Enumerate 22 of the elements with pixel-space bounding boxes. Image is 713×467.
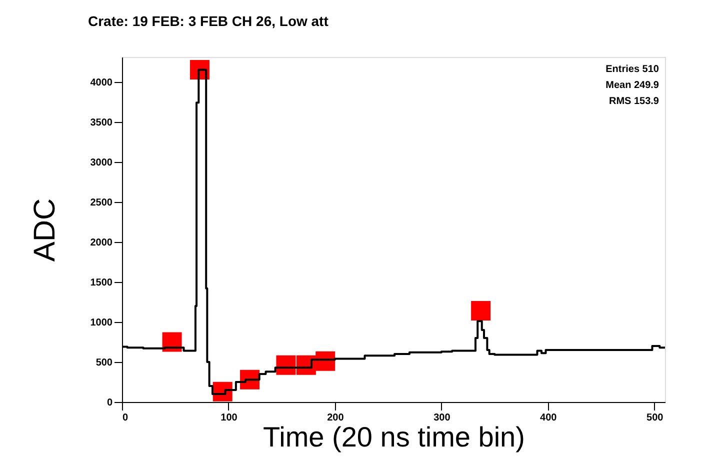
- y-tick-label: 1500: [90, 277, 113, 288]
- annotation: RMS 153.9: [608, 96, 660, 107]
- y-tick-label: 4000: [90, 77, 113, 88]
- y-tick-label: 500: [96, 357, 113, 368]
- x-tick-label: 300: [434, 412, 451, 424]
- annotation: Entries 510: [606, 64, 660, 75]
- y-tick-label: 2000: [90, 237, 113, 248]
- y-tick-label: 1000: [90, 317, 113, 328]
- x-axis-title: Time (20 ns time bin): [263, 422, 525, 452]
- x-tick-label: 400: [540, 412, 558, 424]
- chart-title: Crate: 19 FEB: 3 FEB CH 26, Low att: [88, 13, 329, 29]
- x-tick-label: 200: [327, 412, 344, 424]
- annotation: Mean 249.9: [606, 80, 660, 91]
- y-tick-label: 2500: [90, 197, 113, 208]
- x-tick-label: 100: [220, 412, 238, 424]
- y-tick-label: 3000: [90, 157, 113, 168]
- point: [471, 301, 491, 320]
- y-tick-label: 0: [106, 398, 113, 408]
- x-tick-label: 500: [646, 412, 664, 424]
- y-tick-label: 3500: [90, 117, 113, 128]
- x-tick-label: 0: [122, 412, 128, 424]
- y-axis-title: ADC: [28, 198, 62, 262]
